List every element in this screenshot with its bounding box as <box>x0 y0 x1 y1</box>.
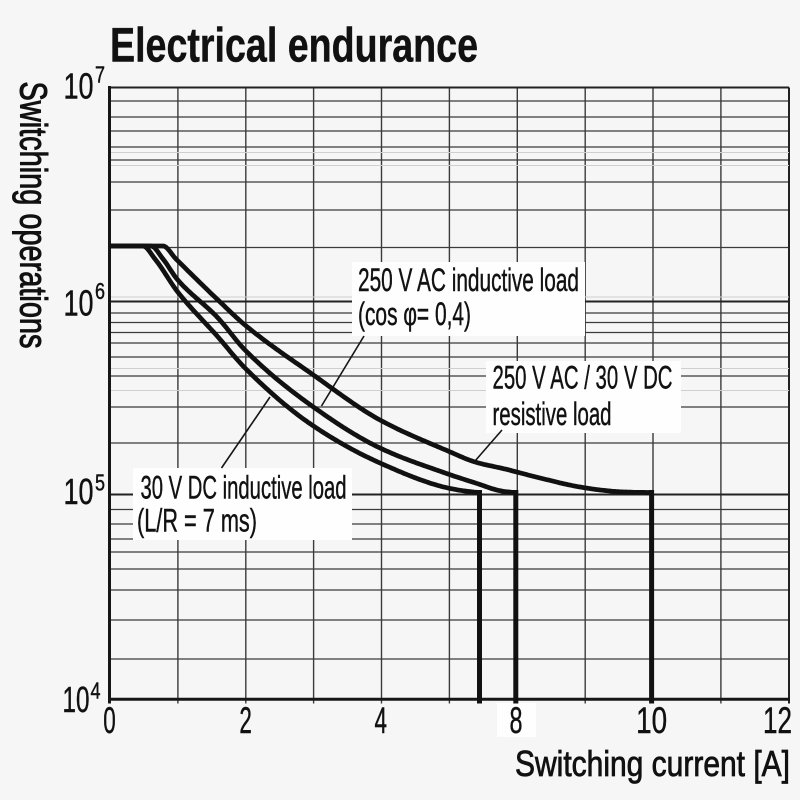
svg-text:12: 12 <box>763 700 792 741</box>
svg-text:resistive load: resistive load <box>493 396 612 432</box>
svg-text:10: 10 <box>63 679 90 720</box>
svg-text:250 V AC inductive load: 250 V AC inductive load <box>358 262 579 298</box>
svg-text:(L/R = 7 ms): (L/R = 7 ms) <box>137 503 257 539</box>
svg-text:Switching operations: Switching operations <box>12 82 54 349</box>
svg-text:10: 10 <box>64 471 94 512</box>
svg-text:6: 6 <box>95 278 105 304</box>
svg-text:0: 0 <box>103 700 116 741</box>
svg-text:10: 10 <box>64 66 94 107</box>
svg-text:30 V DC inductive load: 30 V DC inductive load <box>141 470 347 506</box>
svg-text:5: 5 <box>95 470 105 496</box>
svg-text:7: 7 <box>95 62 105 88</box>
svg-text:4: 4 <box>375 700 388 741</box>
svg-text:10: 10 <box>636 700 667 741</box>
svg-text:2: 2 <box>239 700 252 741</box>
svg-text:Electrical endurance: Electrical endurance <box>110 20 478 73</box>
svg-text:4: 4 <box>91 678 101 704</box>
svg-text:Switching current [A]: Switching current [A] <box>515 743 790 784</box>
svg-text:(cos φ= 0,4): (cos φ= 0,4) <box>358 296 471 332</box>
svg-text:10: 10 <box>64 283 94 324</box>
svg-text:8: 8 <box>510 700 523 741</box>
svg-text:250 V AC / 30 V DC: 250 V AC / 30 V DC <box>493 360 673 396</box>
